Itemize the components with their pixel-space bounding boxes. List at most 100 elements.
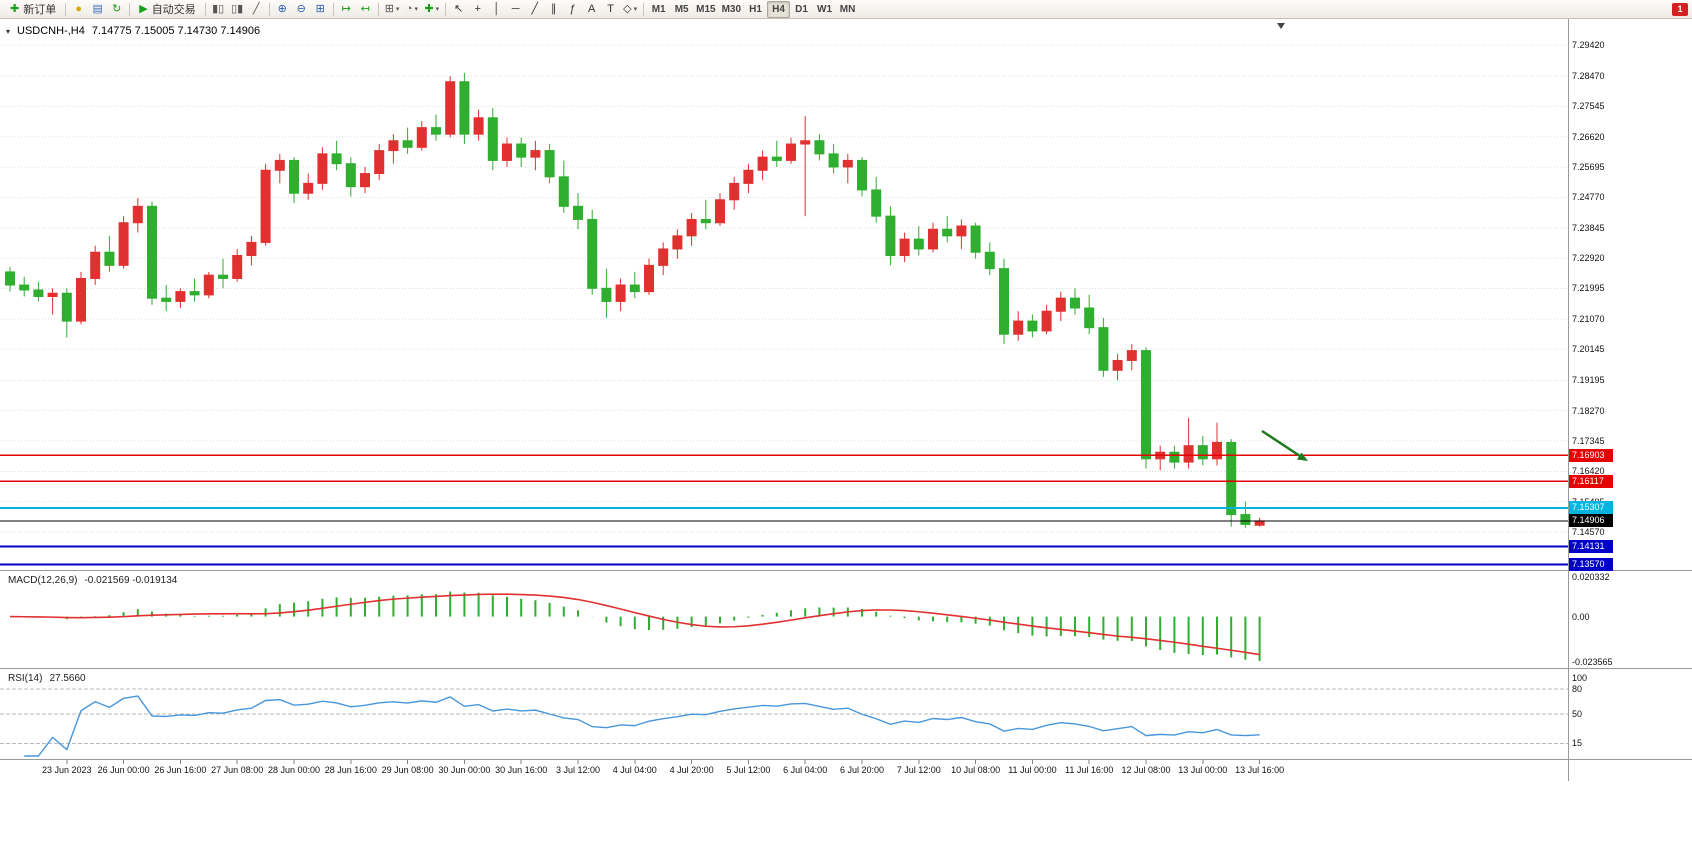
candle-body (1112, 359, 1123, 371)
time-axis-label: 13 Jul 00:00 (1178, 765, 1228, 775)
timeframe-mn[interactable]: MN (836, 1, 859, 18)
time-axis-label: 27 Jun 08:00 (211, 765, 264, 775)
dropdown-caret-icon: ▾ (633, 6, 638, 13)
rsi-axis-label: 80 (1572, 683, 1583, 694)
rsi-value: 27.5660 (49, 673, 86, 684)
collapse-arrow-icon[interactable]: ▾ (6, 26, 11, 36)
vertical-line-icon: │ (493, 2, 501, 15)
trendline-button[interactable]: ╱ (525, 1, 544, 18)
timeframe-m15[interactable]: M15 (693, 1, 718, 18)
candle-body (1098, 327, 1109, 371)
candle-body (502, 143, 512, 161)
text-button[interactable]: A (582, 1, 601, 18)
candle-body (1183, 445, 1194, 463)
candle-body (999, 268, 1009, 335)
zoom-in-button[interactable]: ⊕ (273, 1, 292, 18)
candle-body (786, 143, 796, 161)
new-chart-dropdown[interactable]: ⊞ ▾ (382, 1, 403, 18)
candle-body (61, 292, 72, 322)
timeframe-m30[interactable]: M30 (719, 1, 744, 18)
horizontal-line-icon: ─ (511, 2, 520, 15)
macd-label: MACD(12,26,9) -0.021569 -0.019134 (8, 575, 177, 586)
indicators-dropdown[interactable]: ✚ ▾ (421, 1, 442, 18)
price-axis-label: 7.16420 (1572, 466, 1605, 477)
bar-chart-button[interactable]: ▮▯ (209, 1, 228, 18)
rsi-line (24, 695, 1260, 757)
horizontal-line-button[interactable]: ─ (506, 1, 525, 18)
candle-body (1240, 514, 1251, 525)
indicators-icon: ✚ (424, 2, 434, 15)
channel-button[interactable]: ∥ (544, 1, 563, 18)
crosshair-button[interactable]: + (468, 1, 487, 18)
toolbar-separator (332, 2, 334, 16)
price-axis-label: 7.19195 (1572, 375, 1605, 386)
time-axis-label: 5 Jul 12:00 (726, 765, 771, 775)
label-button[interactable]: T (601, 1, 620, 18)
candle-body (1084, 307, 1095, 329)
macd-axis-zero: 0.00 (1572, 611, 1590, 622)
timeframe-h4-label: H4 (772, 3, 785, 15)
chart-shift-button[interactable]: ↤ (356, 1, 375, 18)
candle-body (76, 277, 86, 322)
time-axis-label: 29 Jun 08:00 (381, 765, 434, 775)
candle-body (899, 238, 910, 257)
candle-body (487, 117, 498, 161)
candle-body (1041, 310, 1052, 332)
cursor-icon: ↖ (454, 2, 464, 15)
candle-body (416, 127, 427, 148)
fibonacci-button[interactable]: ƒ (563, 1, 582, 18)
price-line-tag: 7.16117 (1569, 474, 1613, 488)
candle-body (1212, 441, 1222, 460)
new-order-button-label: 新订单 (23, 4, 57, 16)
price-axis-label: 7.23845 (1572, 222, 1605, 233)
rsi-axis-label: 100 (1572, 673, 1588, 683)
chart-shift-marker[interactable] (1277, 23, 1285, 29)
candle-body (1027, 320, 1038, 332)
time-axis-label: 12 Jul 08:00 (1121, 765, 1171, 775)
new-order-button[interactable]: ✚ 新订单 (4, 1, 62, 18)
timeframe-h1[interactable]: H1 (744, 1, 767, 18)
timeframe-h4[interactable]: H4 (767, 0, 791, 18)
shapes-dropdown[interactable]: ◇ ▾ (620, 1, 640, 18)
arrow-annotation[interactable] (1261, 429, 1301, 458)
auto-scroll-button[interactable]: ↦ (337, 1, 356, 18)
mql5-community-icon: ● (75, 2, 83, 15)
candle-body (573, 205, 583, 220)
time-axis-label: 26 Jun 00:00 (97, 765, 150, 775)
timeframe-m5[interactable]: M5 (670, 1, 693, 18)
candle-body (331, 153, 342, 165)
timeframe-d1[interactable]: D1 (790, 1, 813, 18)
time-axis-label: 30 Jun 16:00 (495, 765, 548, 775)
candle-body (629, 284, 640, 293)
candle-body (885, 215, 896, 257)
price-line-tag: 7.14131 (1569, 539, 1613, 553)
candle-body (303, 182, 314, 194)
notification-badge[interactable]: 1 (1672, 2, 1688, 16)
period-dropdown[interactable]: ◔ ▾ (402, 1, 421, 18)
line-chart-button[interactable]: ╱ (247, 1, 266, 18)
vertical-line-button[interactable]: │ (487, 1, 506, 18)
candle-body (544, 150, 555, 178)
rsi-axis-label: 50 (1572, 709, 1583, 719)
zoom-out-button[interactable]: ⊖ (292, 1, 311, 18)
tile-windows-button[interactable]: ⊞ (311, 1, 330, 18)
time-axis-label: 4 Jul 20:00 (669, 765, 714, 775)
candles[interactable] (5, 72, 1265, 528)
price-axis-label: 7.24770 (1572, 192, 1605, 203)
crosshair-icon: + (474, 2, 481, 15)
profiles-button[interactable]: ▤ (88, 1, 107, 18)
refresh-button[interactable]: ↻ (107, 1, 126, 18)
price-axis-label: 7.20145 (1572, 344, 1605, 355)
toolbar: ✚ 新订单 ● ▤ ↻ ▶ 自动交易 ▮▯ ▯▮ ╱ ⊕ ⊖ ⊞ ↦ ↤ ⊞ ▾ ◔ ▾ ✚ ▾ ↖ + │ ─ ╱ ∥ ƒ A T ◇ ▾ M… (0, 0, 1692, 19)
clock-icon: ◔ (405, 2, 413, 15)
cursor-button[interactable]: ↖ (449, 1, 468, 18)
profiles-icon: ▤ (92, 2, 103, 15)
candle-body (658, 248, 669, 266)
candlestick-chart-button[interactable]: ▯▮ (228, 1, 247, 18)
auto-trading-button[interactable]: ▶ 自动交易 (133, 1, 201, 18)
time-axis-label: 28 Jun 16:00 (324, 765, 377, 775)
timeframe-w1[interactable]: W1 (813, 1, 836, 18)
mql5-community-button[interactable]: ● (69, 1, 88, 18)
timeframe-m1[interactable]: M1 (647, 1, 670, 18)
